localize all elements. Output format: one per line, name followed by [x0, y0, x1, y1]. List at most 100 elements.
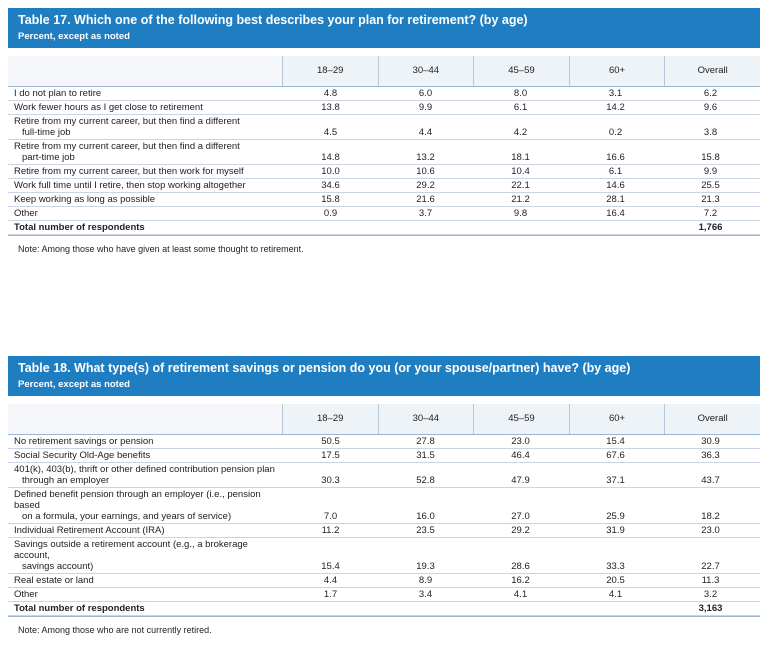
- cell-value: 22.7: [701, 561, 720, 572]
- row-label-line: I do not plan to retire: [14, 88, 102, 99]
- cell-value: 9.8: [513, 208, 528, 219]
- cell-value: 14.8: [321, 152, 340, 163]
- col-header-overall: Overall: [664, 404, 760, 434]
- table-18-subtitle: Percent, except as noted: [18, 379, 130, 390]
- table-row: Work full time until I retire, then stop…: [8, 179, 760, 193]
- cell-value: 3.1: [608, 88, 623, 99]
- cell-value: 3.8: [703, 127, 718, 138]
- cell-value: 19.3: [416, 561, 435, 572]
- cell-value: 37.1: [606, 475, 625, 486]
- row-label: Keep working as long as possible: [8, 193, 283, 206]
- cell-value: 23.0: [511, 436, 530, 447]
- table-row: Retire from my current career, but then …: [8, 165, 760, 179]
- cell-value: 25.9: [606, 511, 625, 522]
- empty-cell: [568, 614, 663, 615]
- col-header-45-59: 45–59: [473, 404, 569, 434]
- table-17-subtitle: Percent, except as noted: [18, 31, 130, 42]
- cell-value: 10.0: [321, 166, 340, 177]
- cell-value: 28.6: [511, 561, 530, 572]
- row-label-line: Savings outside a retirement account (e.…: [14, 539, 248, 561]
- col-header-60-plus: 60+: [568, 56, 665, 86]
- cell-value: 33.3: [606, 561, 625, 572]
- table-18-header: Table 18. What type(s) of retirement sav…: [8, 356, 760, 396]
- cell-value: 4.4: [323, 575, 338, 586]
- row-label-line: Defined benefit pension through an emplo…: [14, 489, 261, 511]
- cell-value: 6.1: [513, 102, 528, 113]
- cell-value: 4.8: [323, 88, 338, 99]
- table-row: Real estate or land 4.4 8.9 16.2 20.5 11.3: [8, 574, 760, 588]
- cell-value: 31.9: [606, 525, 625, 536]
- cell-value: 18.1: [511, 152, 530, 163]
- cell-value: 6.1: [608, 166, 623, 177]
- cell-value: 29.2: [511, 525, 530, 536]
- cell-value: 3.2: [703, 589, 718, 600]
- row-label: Work full time until I retire, then stop…: [8, 179, 283, 192]
- row-label: Retire from my current career, but then …: [8, 140, 283, 164]
- col-header-30-44: 30–44: [377, 404, 474, 434]
- row-label: Defined benefit pension through an emplo…: [8, 488, 283, 523]
- row-label-line: through an employer: [22, 475, 110, 486]
- cell-value: 10.4: [511, 166, 530, 177]
- table-row: I do not plan to retire 4.8 6.0 8.0 3.1 6.2: [8, 87, 760, 101]
- table-row: Keep working as long as possible 15.8 21.6…: [8, 193, 760, 207]
- cell-value: 20.5: [606, 575, 625, 586]
- table-18: Table 18. What type(s) of retirement sav…: [8, 356, 760, 635]
- cell-value: 46.4: [511, 450, 530, 461]
- row-label: Savings outside a retirement account (e.…: [8, 538, 283, 573]
- total-value: 3,163: [698, 603, 723, 614]
- table-18-body: No retirement savings or pension 50.5 27.8…: [8, 435, 760, 616]
- table-row: Other 0.9 3.7 9.8 16.4 7.2: [8, 207, 760, 221]
- row-label-line: Individual Retirement Account (IRA): [14, 525, 165, 536]
- table-17-body: I do not plan to retire 4.8 6.0 8.0 3.1 6.2 Wo…: [8, 87, 760, 235]
- row-label-line: Retire from my current career, but then …: [14, 141, 240, 152]
- cell-value: 8.0: [513, 88, 528, 99]
- cell-value: 13.2: [416, 152, 435, 163]
- cell-value: 3.4: [418, 589, 433, 600]
- cell-value: 36.3: [701, 450, 720, 461]
- row-label: Social Security Old-Age benefits: [8, 449, 283, 462]
- row-label-line: Real estate or land: [14, 575, 94, 586]
- col-header-18-29: 18–29: [281, 56, 378, 86]
- row-label-line: full-time job: [22, 127, 71, 138]
- row-label: Work fewer hours as I get close to retir…: [8, 101, 283, 114]
- row-label: No retirement savings or pension: [8, 435, 283, 448]
- total-label: Total number of respondents: [14, 603, 145, 614]
- table-row: Social Security Old-Age benefits 17.5 31.5…: [8, 449, 760, 463]
- row-label: Other: [8, 588, 283, 601]
- table-row: 401(k), 403(b), thrift or other defined …: [8, 463, 760, 488]
- cell-value: 52.8: [416, 475, 435, 486]
- cell-value: 21.6: [416, 194, 435, 205]
- row-label-line: Retire from my current career, but then …: [14, 116, 240, 127]
- empty-cell: [283, 233, 378, 234]
- cell-value: 27.0: [511, 511, 530, 522]
- row-label: Retire from my current career, but then …: [8, 115, 283, 139]
- cell-value: 21.2: [511, 194, 530, 205]
- row-label: Real estate or land: [8, 574, 283, 587]
- cell-value: 28.1: [606, 194, 625, 205]
- empty-cell: [568, 233, 663, 234]
- cell-value: 4.2: [513, 127, 528, 138]
- cell-value: 9.6: [703, 102, 718, 113]
- cell-value: 14.6: [606, 180, 625, 191]
- empty-cell: [378, 614, 473, 615]
- cell-value: 47.9: [511, 475, 530, 486]
- table-row: No retirement savings or pension 50.5 27.8…: [8, 435, 760, 449]
- table-17-note: Note: Among those who have given at leas…: [8, 235, 760, 254]
- cell-value: 9.9: [418, 102, 433, 113]
- row-label-line: Work fewer hours as I get close to retir…: [14, 102, 203, 113]
- row-label-line: Keep working as long as possible: [14, 194, 156, 205]
- table-row: Retire from my current career, but then …: [8, 115, 760, 140]
- cell-value: 29.2: [416, 180, 435, 191]
- row-label-line: Social Security Old-Age benefits: [14, 450, 151, 461]
- row-label-line: Other: [14, 589, 38, 600]
- table-row: Other 1.7 3.4 4.1 4.1 3.2: [8, 588, 760, 602]
- table-row: Retire from my current career, but then …: [8, 140, 760, 165]
- cell-value: 14.2: [606, 102, 625, 113]
- table-row: Savings outside a retirement account (e.…: [8, 538, 760, 574]
- cell-value: 4.1: [608, 589, 623, 600]
- total-row: Total number of respondents 3,163: [8, 602, 760, 616]
- cell-value: 13.8: [321, 102, 340, 113]
- row-label: Retire from my current career, but then …: [8, 165, 283, 178]
- row-label-header: [8, 404, 282, 434]
- table-18-column-header: 18–29 30–44 45–59 60+ Overall: [8, 404, 760, 435]
